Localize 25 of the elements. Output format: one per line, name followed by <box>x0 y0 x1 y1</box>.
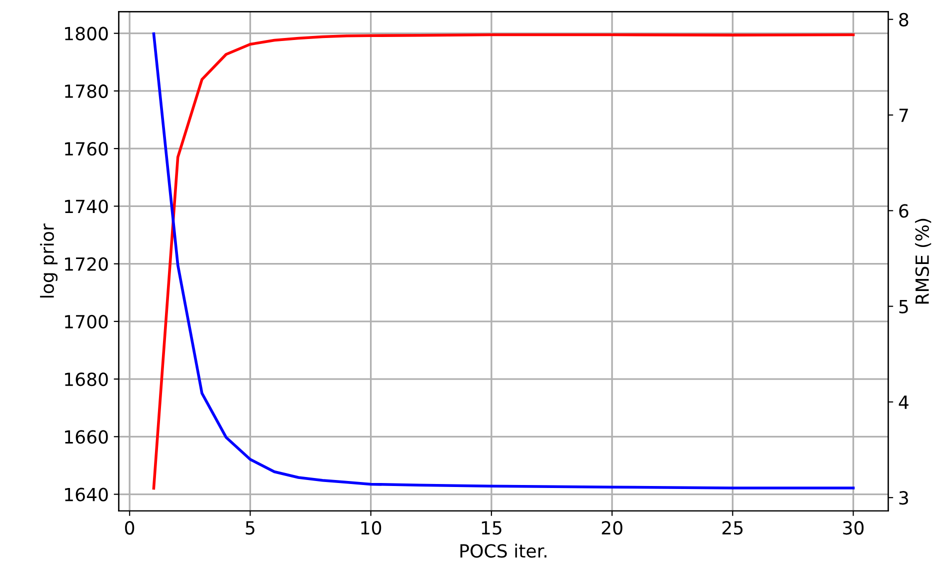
y-axis-title: log prior <box>40 224 58 298</box>
y2-tick-label: 4 <box>898 396 908 409</box>
y2-tick-label: 5 <box>899 300 908 314</box>
x-tick-label: 0 <box>125 521 134 535</box>
y-tick-label: 1660 <box>65 430 108 444</box>
x-tick-label: 10 <box>361 521 382 535</box>
y2-tick-label: 8 <box>899 12 908 26</box>
y-tick-label: 1800 <box>65 26 108 40</box>
y-tick-label: 1720 <box>65 257 108 271</box>
y-tick-label: 1640 <box>65 488 108 502</box>
y-tick-label: 1700 <box>65 314 108 329</box>
y2-tick-label: 6 <box>899 204 908 218</box>
y2-tick-label: 7 <box>899 108 908 122</box>
x-tick-label: 5 <box>246 521 254 535</box>
x-tick-label: 30 <box>843 521 864 535</box>
y2-tick-label: 3 <box>899 491 908 505</box>
y2-axis-title: RMSE (%) <box>915 218 932 304</box>
x-tick-label: 15 <box>482 521 502 535</box>
x-tick-label: 25 <box>722 521 743 535</box>
y-tick-label: 1680 <box>65 372 108 386</box>
y-tick-label: 1740 <box>65 200 108 214</box>
x-axis-title: POCS iter. <box>460 544 546 558</box>
x-tick-label: 20 <box>602 521 622 535</box>
y-tick-label: 1760 <box>65 142 108 156</box>
y-tick-label: 1780 <box>65 84 108 98</box>
